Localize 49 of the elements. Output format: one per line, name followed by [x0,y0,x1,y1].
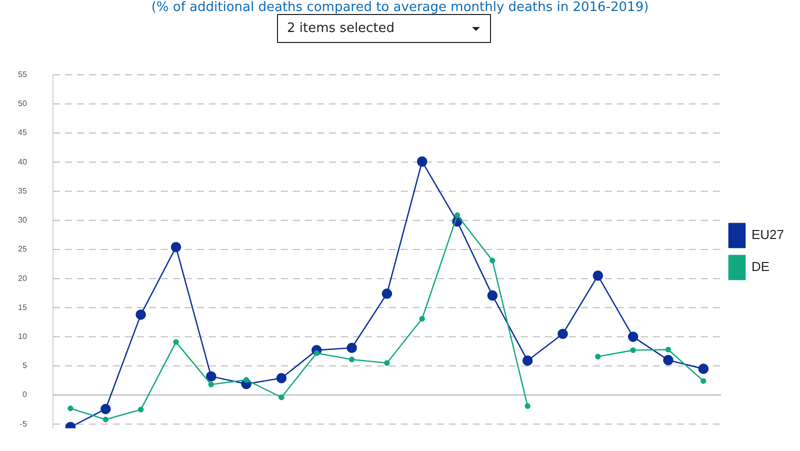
y-tick-label: 35 [18,186,28,196]
y-tick-label: -5 [20,419,28,428]
point [100,404,111,414]
point [698,364,709,374]
point [382,288,392,299]
point [419,316,425,322]
point [276,372,287,384]
point [454,212,460,218]
point [68,406,74,412]
point [663,354,674,366]
y-tick-label: 30 [18,216,28,225]
chart-subtitle: (% of additional deaths compared to average monthly deaths in 2016-2019) [150,0,650,15]
point [208,382,214,388]
text: 2 items selected [287,21,395,36]
point [490,258,496,264]
point [346,342,357,354]
point [138,406,144,412]
y-tick-label: 5 [22,361,28,370]
y-tick-label: 25 [18,244,28,254]
y-tick-label: 55 [18,70,28,80]
y-tick-label: 50 [18,99,28,108]
point [136,310,146,320]
legend-label: EU27 [751,227,784,242]
y-tick-label: 20 [18,274,28,283]
point [170,242,182,252]
point [700,378,706,384]
point [665,346,672,352]
point [102,416,108,422]
point [522,356,533,366]
point [487,290,498,301]
point [173,339,179,345]
point [348,356,355,362]
y-tick-label: 40 [18,157,28,166]
y-tick-label: 15 [18,302,28,312]
point [243,377,250,383]
legend-label: DE [751,259,770,274]
y-tick-label: 45 [18,128,28,138]
point [628,332,638,342]
point [630,347,636,354]
y-tick-label: 10 [18,332,28,341]
y-tick-label: 0 [22,390,28,400]
point [278,394,284,400]
point [558,328,568,340]
point [524,403,530,409]
point [206,371,216,382]
point [416,156,428,167]
point [384,360,390,366]
point [592,270,604,281]
point [595,354,601,360]
